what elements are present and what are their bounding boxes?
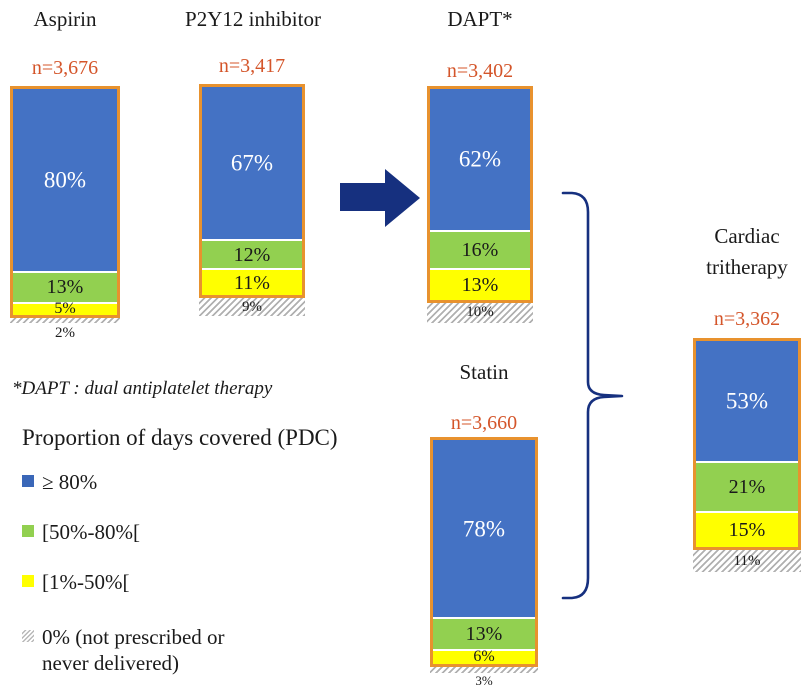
segment-pdc-zero: 10%	[427, 302, 533, 323]
bar-title-line: Cardiac	[714, 224, 780, 248]
segment-value-label: 53%	[725, 388, 769, 414]
flow-right-arrow-icon	[340, 169, 420, 227]
segment-pdc-zero	[10, 318, 120, 324]
bar-title-cardiac-tritherapy: Cardiac tritherapy	[683, 221, 810, 283]
stacked-bar: 53% 21% 15%	[693, 338, 801, 550]
legend-item-label: ≥ 80%	[42, 470, 98, 494]
legend-title: Proportion of days covered (PDC)	[22, 425, 338, 450]
segment-pdc-1-50: 5%	[13, 300, 117, 318]
segment-value-label: 5%	[54, 300, 76, 318]
segment-pdc-1-50: 11%	[202, 268, 302, 296]
segment-value-label: 13%	[461, 273, 499, 296]
legend-item-50-80: [50%-80%[	[22, 519, 140, 545]
bar-title-line: tritherapy	[706, 255, 788, 279]
segment-value-label: 9%	[242, 298, 262, 315]
segment-pdc-50-80: 16%	[430, 229, 530, 269]
segment-pdc-1-50: 6%	[433, 648, 535, 666]
segment-pdc-ge80: 78%	[433, 440, 535, 618]
segment-pdc-zero	[430, 667, 538, 674]
n-label-aspirin: n=3,676	[31, 57, 99, 79]
segment-value-label: 15%	[728, 518, 766, 541]
legend-item-zero: 0% (not prescribed or never delivered)	[22, 624, 227, 676]
stacked-bar: 62% 16% 13%	[427, 86, 533, 303]
segment-pdc-1-50: 15%	[696, 510, 798, 547]
yellow-square-icon	[22, 575, 34, 587]
segment-value-label: 16%	[461, 238, 499, 261]
n-label-p2y12: n=3,417	[218, 55, 286, 77]
bar-title-statin: Statin	[459, 360, 509, 384]
segment-pdc-50-80: 13%	[433, 617, 535, 649]
grouping-brace	[561, 191, 624, 600]
segment-pdc-ge80: 80%	[13, 89, 117, 271]
hatch-square-icon	[22, 630, 34, 642]
segment-pdc-ge80: 53%	[696, 341, 798, 462]
n-label-cardiac-tritherapy: n=3,362	[713, 308, 781, 330]
stacked-bar: 78% 13% 6%	[430, 437, 538, 668]
legend-item-1-50: [1%-50%[	[22, 569, 129, 595]
blue-square-icon	[22, 475, 34, 487]
legend-item-ge80: ≥ 80%	[22, 469, 97, 495]
bar-dapt: 62% 16% 13% 10%	[427, 86, 533, 323]
segment-value-label: 13%	[46, 276, 84, 299]
bar-aspirin: 80% 13% 5% 2%	[10, 86, 120, 341]
stacked-bar: 67% 12% 11%	[199, 84, 305, 299]
segment-pdc-zero: 11%	[693, 550, 801, 572]
segment-pdc-ge80: 67%	[202, 87, 302, 240]
segment-pdc-1-50: 13%	[430, 268, 530, 300]
segment-pdc-zero: 9%	[199, 298, 305, 317]
segment-value-label: 11%	[733, 552, 761, 569]
segment-value-label: 13%	[465, 622, 503, 645]
dapt-footnote: *DAPT : dual antiplatelet therapy	[12, 378, 273, 399]
segment-value-label: 3%	[475, 673, 493, 685]
legend-item-label: 0% (not prescribed or never delivered)	[42, 625, 225, 675]
segment-value-label: 62%	[458, 146, 502, 172]
segment-pdc-50-80: 21%	[696, 461, 798, 511]
bar-cardiac-tritherapy: 53% 21% 15% 11%	[693, 338, 801, 572]
legend-item-label: [1%-50%[	[42, 570, 130, 594]
segment-value-label: 2%	[55, 325, 75, 342]
segment-pdc-ge80: 62%	[430, 89, 530, 230]
segment-value-label: 6%	[473, 648, 495, 666]
n-label-dapt: n=3,402	[446, 60, 514, 82]
segment-value-label: 12%	[233, 243, 271, 266]
segment-value-label: 78%	[462, 516, 506, 542]
bar-title-p2y12: P2Y12 inhibitor	[185, 7, 321, 31]
bar-title-dapt: DAPT*	[447, 7, 513, 31]
segment-pdc-50-80: 13%	[13, 270, 117, 303]
segment-value-label: 10%	[466, 304, 494, 321]
bar-statin: 78% 13% 6% 3%	[430, 437, 538, 685]
n-label-statin: n=3,660	[450, 412, 518, 434]
segment-value-label: 67%	[230, 150, 274, 176]
legend-item-label: [50%-80%[	[42, 520, 140, 544]
green-square-icon	[22, 525, 34, 537]
segment-value-label: 11%	[234, 271, 270, 294]
bar-p2y12-inhibitor: 67% 12% 11% 9%	[199, 84, 305, 317]
stacked-bar: 80% 13% 5%	[10, 86, 120, 319]
segment-pdc-50-80: 12%	[202, 239, 302, 269]
segment-value-label: 21%	[728, 476, 766, 499]
bar-title-aspirin: Aspirin	[33, 7, 97, 31]
segment-value-label: 80%	[43, 167, 87, 193]
